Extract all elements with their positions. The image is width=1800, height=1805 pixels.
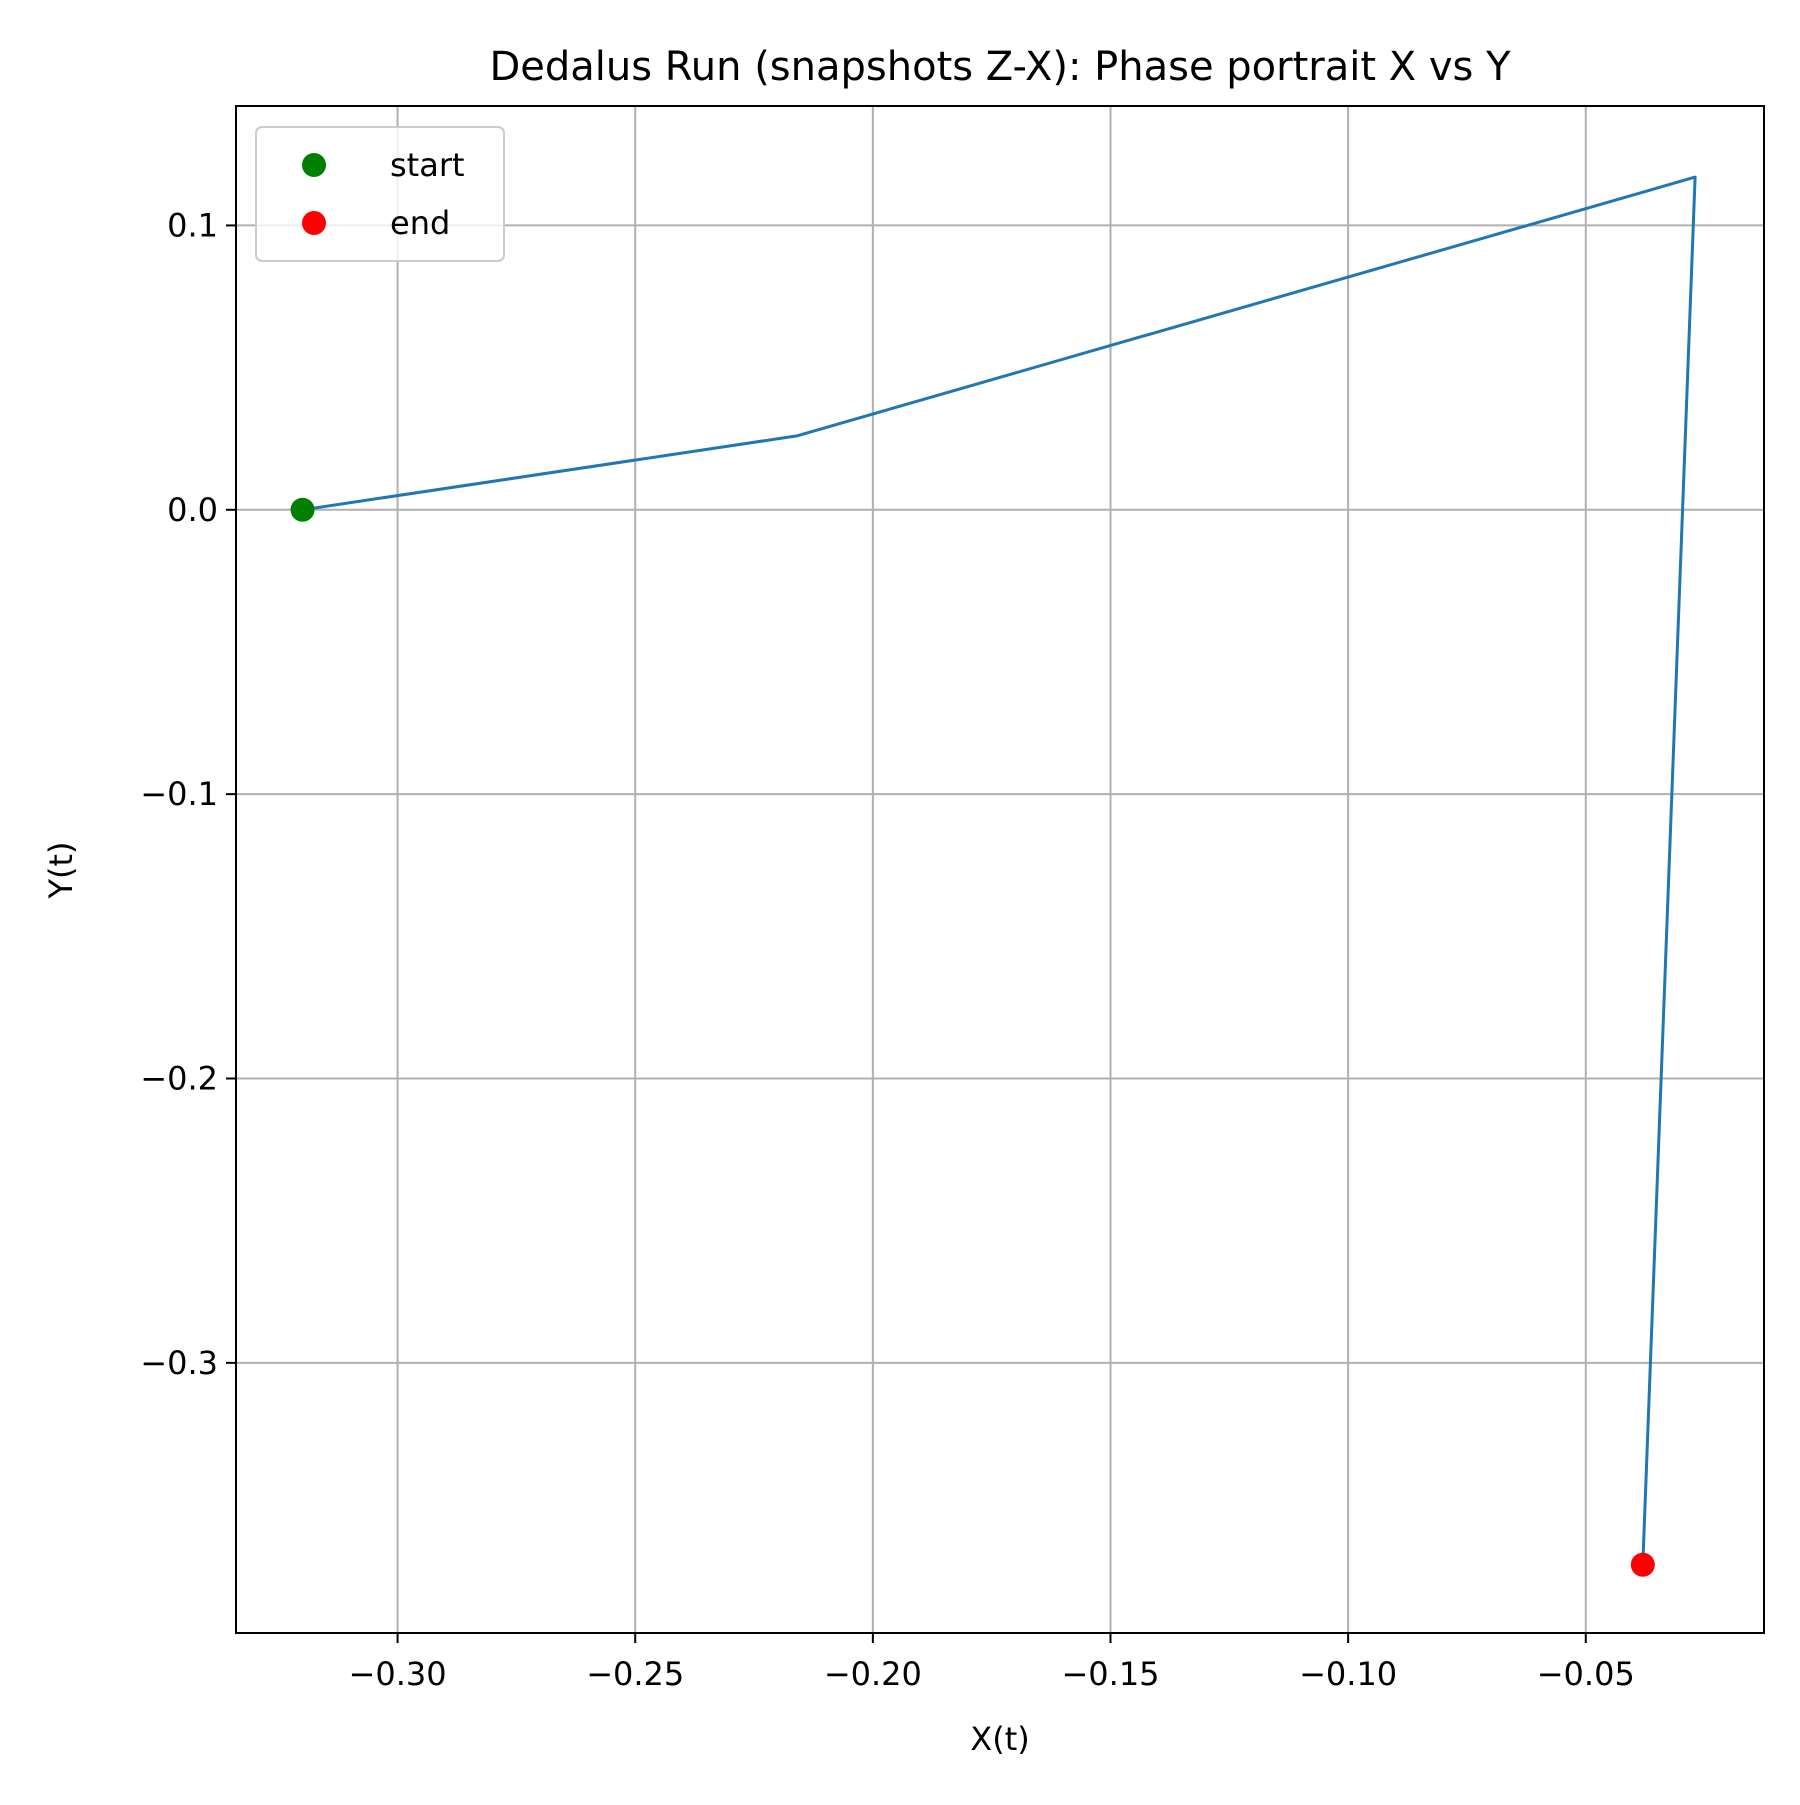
- end-marker: [1630, 1552, 1655, 1577]
- x-tick-label: −0.10: [1299, 1655, 1397, 1693]
- legend-end-marker: [302, 211, 326, 235]
- legend-box: [255, 126, 505, 262]
- series-layer: [302, 175, 1697, 1565]
- legend-start-label: start: [390, 146, 465, 184]
- tick-layer: −0.30 −0.25 −0.20 −0.15 −0.10 −0.05 0.1 0.0 −0.1…: [140, 206, 1635, 1693]
- x-tick-label: −0.15: [1061, 1655, 1159, 1693]
- chart-title: Dedalus Run (snapshots Z-X): Phase portr…: [489, 44, 1511, 90]
- legend-start-marker: [302, 153, 326, 177]
- y-tick-label: 0.1: [167, 206, 218, 244]
- x-tick-label: −0.25: [586, 1655, 684, 1693]
- marker-layer: [290, 497, 1655, 1577]
- x-tick-label: −0.30: [349, 1655, 447, 1693]
- grid-layer: [236, 106, 1764, 1633]
- x-axis-label: X(t): [970, 1720, 1029, 1758]
- legend-end-label: end: [390, 204, 450, 242]
- axes-frame: [235, 105, 1765, 1634]
- y-tick-label: 0.0: [167, 491, 218, 529]
- legend: start end: [255, 126, 505, 262]
- series-line: [302, 175, 1697, 1565]
- x-tick-label: −0.20: [824, 1655, 922, 1693]
- x-tick-label: −0.05: [1537, 1655, 1635, 1693]
- start-marker: [290, 497, 315, 522]
- y-axis-label: Y(t): [42, 841, 80, 899]
- y-tick-label: −0.1: [140, 775, 218, 813]
- y-tick-label: −0.3: [140, 1344, 218, 1382]
- y-tick-label: −0.2: [140, 1060, 218, 1098]
